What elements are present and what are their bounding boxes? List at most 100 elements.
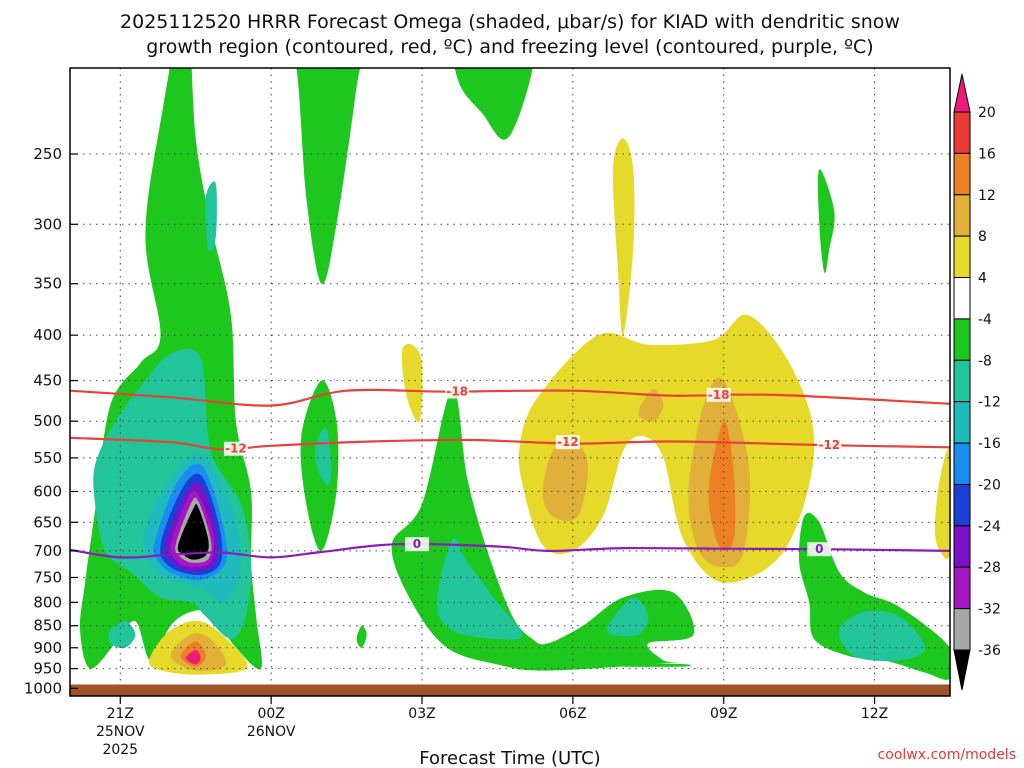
x-tick-label: 12Z [861, 706, 888, 722]
chart-title-line2: growth region (contoured, red, ºC) and f… [146, 36, 873, 58]
colorbar-tick-label: -28 [978, 560, 1001, 576]
omega-region [615, 663, 691, 667]
omega-region [454, 68, 533, 140]
colorbar-swatch [953, 401, 971, 444]
colorbar-tick-label: -20 [978, 477, 1001, 493]
omega-region [401, 343, 423, 423]
contour-label: -18 [708, 388, 730, 402]
contour-label: -12 [557, 435, 579, 449]
colorbar-swatch [953, 318, 971, 361]
omega-region [606, 597, 649, 637]
omega-region [638, 388, 664, 422]
colorbar-bottom-arrow [953, 649, 971, 691]
credit-text[interactable]: coolwx.com/models [878, 747, 1016, 763]
y-tick-label: 1000 [24, 679, 62, 697]
x-tick-year: 2025 [102, 742, 138, 758]
colorbar-tick-label: -16 [978, 436, 1001, 452]
contour-line [70, 436, 950, 451]
colorbar-swatch [953, 111, 971, 154]
contour-label-bg [706, 387, 731, 402]
colorbar-swatch [953, 152, 971, 196]
omega-region [817, 168, 835, 274]
omega-region [185, 649, 201, 665]
contour-label: 0 [413, 537, 421, 551]
y-tick-label: 400 [33, 326, 62, 344]
omega-region [205, 181, 217, 252]
y-tick-label: 600 [33, 482, 62, 500]
contour-label-bg [223, 441, 248, 456]
omega-region [612, 138, 635, 336]
y-tick-label: 700 [33, 542, 62, 560]
y-tick-label: 250 [33, 145, 62, 163]
omega-region [177, 503, 209, 560]
omega-region [296, 68, 361, 284]
colorbar-swatch [953, 359, 971, 403]
omega-region [437, 538, 523, 640]
colorbar-tick-label: 4 [978, 271, 987, 287]
y-tick-label: 900 [33, 639, 62, 657]
omega-region [839, 610, 925, 662]
omega-shading-layer [79, 68, 950, 680]
omega-region [542, 439, 589, 522]
colorbar-tick-label: -36 [978, 643, 1001, 659]
grid-lines [70, 68, 950, 696]
y-tick-label: 800 [33, 593, 62, 611]
colorbar-swatch [953, 566, 971, 610]
colorbar-swatch [953, 277, 971, 320]
y-tick-label: 650 [33, 513, 62, 531]
omega-region [108, 621, 136, 649]
colorbar-tick-label: -4 [978, 312, 992, 328]
x-tick-label: 00Z [257, 706, 284, 722]
contour-label: -12 [818, 438, 840, 452]
y-tick-label: 450 [33, 372, 62, 390]
colorbar-swatch [953, 442, 971, 485]
x-tick-label: 21Z [107, 706, 134, 722]
contour-label: -12 [225, 442, 247, 456]
y-tick-label: 950 [33, 660, 62, 678]
x-tick-label: 06Z [559, 706, 586, 722]
ground-surface [70, 684, 950, 696]
y-tick-label: 750 [33, 568, 62, 586]
omega-region [934, 448, 950, 560]
colorbar-tick-label: -32 [978, 602, 1001, 618]
y-tick-label: 500 [33, 412, 62, 430]
x-tick-date: 26NOV [247, 724, 296, 740]
omega-colorbar: 20 16 12 8 4 -4 -8 -12 -16 -20 -24 -28 -32 -36 [953, 73, 1001, 691]
y-tick-label: 350 [33, 275, 62, 293]
colorbar-swatch [953, 235, 971, 279]
contour-label: -18 [446, 385, 468, 399]
colorbar-tick-label: 12 [978, 188, 996, 204]
colorbar-tick-label: 8 [978, 229, 987, 245]
contour-label-bg [404, 537, 429, 552]
x-tick-date: 25NOV [96, 724, 145, 740]
colorbar-tick-label: -24 [978, 519, 1001, 535]
plot-frame [69, 67, 951, 697]
contour-label: 0 [815, 542, 823, 556]
colorbar-tick-label: 20 [978, 105, 996, 121]
contour-line [70, 542, 950, 559]
chart-title-line1: 2025112520 HRRR Forecast Omega (shaded, … [120, 11, 900, 33]
colorbar-tick-label: -12 [978, 395, 1001, 411]
y-tick-label: 850 [33, 617, 62, 635]
colorbar-swatch [953, 525, 971, 568]
y-tick-label: 300 [33, 215, 62, 233]
x-tick-label: 03Z [408, 706, 435, 722]
colorbar-top-arrow [953, 73, 971, 113]
colorbar-tick-label: -8 [978, 353, 992, 369]
temperature-contours: -18 -18 -12 -12 -12 0 0 [70, 384, 950, 559]
contour-label-bg [555, 435, 580, 450]
contour-label-bg [807, 542, 832, 557]
colorbar-swatch [953, 483, 971, 527]
colorbar-swatch [953, 194, 971, 237]
x-axis-label: Forecast Time (UTC) [419, 748, 600, 768]
time-axis: 21Z 25NOV 2025 00Z 26NOV 03Z 06Z 09Z 12Z [96, 696, 888, 758]
y-tick-label: 550 [33, 449, 62, 467]
colorbar-swatch [953, 608, 971, 651]
x-tick-label: 09Z [710, 706, 737, 722]
omega-region [708, 420, 736, 551]
omega-region [356, 625, 367, 648]
colorbar-tick-label: 16 [978, 146, 996, 162]
pressure-axis: 250 300 350 400 450 500 550 600 650 700 750 800 850 9… [24, 145, 78, 697]
contour-label-bg [445, 384, 470, 399]
